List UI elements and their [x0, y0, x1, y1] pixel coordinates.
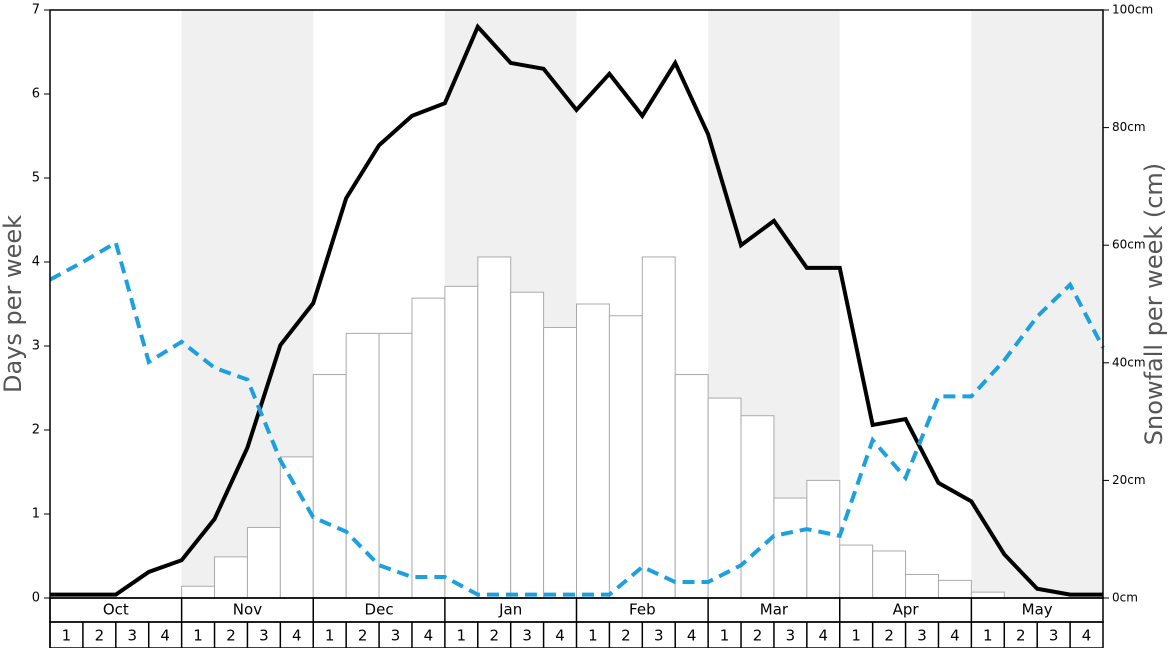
- y-tick-label: 3: [32, 339, 40, 354]
- month-label: Apr: [893, 601, 920, 619]
- week-label: 4: [687, 627, 697, 645]
- week-label: 1: [325, 627, 335, 645]
- week-label: 3: [917, 627, 927, 645]
- week-label: 3: [522, 627, 532, 645]
- week-label: 3: [654, 627, 664, 645]
- week-label: 1: [62, 627, 72, 645]
- y2-tick-label: 100cm: [1112, 3, 1153, 17]
- week-label: 1: [851, 627, 861, 645]
- bar: [543, 327, 577, 599]
- month-label: Dec: [365, 601, 394, 619]
- y-tick-label: 5: [32, 171, 40, 186]
- week-label: 1: [193, 627, 203, 645]
- bar: [576, 303, 610, 599]
- week-label: 4: [160, 627, 170, 645]
- bar: [872, 550, 907, 599]
- bar: [181, 585, 216, 599]
- line: [49, 239, 1105, 597]
- y-tick-label: 1: [32, 507, 40, 522]
- bar: [970, 591, 1005, 599]
- y-axis-label: Days per week: [0, 215, 27, 393]
- week-label: 4: [1082, 627, 1092, 645]
- week-label: 1: [457, 627, 467, 645]
- y2-tick-label: 20cm: [1112, 473, 1146, 487]
- month-label: Oct: [103, 601, 129, 619]
- y-tick-label: 4: [32, 255, 40, 270]
- bar: [411, 297, 446, 599]
- bar: [641, 256, 676, 599]
- week-label: 2: [1016, 627, 1026, 645]
- week-label: 4: [292, 627, 302, 645]
- week-label: 1: [588, 627, 598, 645]
- week-label: 1: [720, 627, 730, 645]
- month-label: Feb: [629, 601, 656, 619]
- week-label: 1: [983, 627, 993, 645]
- bar: [345, 332, 380, 599]
- bar: [707, 397, 742, 599]
- bar: [806, 479, 841, 599]
- week-label: 3: [786, 627, 796, 645]
- bar: [510, 291, 545, 599]
- y-tick-label: 6: [32, 87, 40, 102]
- week-label: 3: [1049, 627, 1059, 645]
- week-label: 3: [127, 627, 137, 645]
- week-label: 4: [424, 627, 434, 645]
- week-label: 2: [358, 627, 368, 645]
- week-label: 4: [555, 627, 565, 645]
- bar: [608, 315, 643, 599]
- bar: [937, 579, 972, 599]
- week-label: 2: [884, 627, 894, 645]
- bar: [279, 456, 314, 599]
- y2-tick-label: 60cm: [1112, 238, 1146, 252]
- y2-tick-label: 0cm: [1112, 591, 1138, 605]
- week-label: 2: [226, 627, 236, 645]
- week-label: 2: [489, 627, 499, 645]
- week-label: 2: [753, 627, 763, 645]
- week-label: 4: [819, 627, 829, 645]
- bar: [905, 573, 939, 599]
- y-tick-label: 0: [32, 591, 40, 606]
- y2-tick-label: 40cm: [1112, 355, 1146, 369]
- y-tick-label: 7: [32, 3, 40, 18]
- month-shading: [971, 10, 1103, 598]
- y-tick-label: 2: [32, 423, 40, 438]
- bar: [477, 256, 512, 599]
- month-label: May: [1022, 601, 1053, 619]
- bar: [214, 556, 248, 599]
- week-label: 3: [259, 627, 269, 645]
- bar: [378, 332, 413, 599]
- bar: [740, 415, 775, 599]
- bar: [773, 497, 808, 599]
- bar: [839, 544, 874, 599]
- bar: [444, 285, 479, 599]
- week-label: 3: [391, 627, 401, 645]
- month-label: Nov: [233, 601, 262, 619]
- month-label: Mar: [760, 601, 789, 619]
- bar: [312, 374, 347, 599]
- week-label: 2: [621, 627, 631, 645]
- week-label: 4: [950, 627, 960, 645]
- y2-tick-label: 80cm: [1112, 120, 1146, 134]
- month-label: Jan: [498, 601, 522, 619]
- line: [50, 23, 1103, 597]
- bar: [246, 526, 281, 599]
- y2-axis-label: Snowfall per week (cm): [1140, 163, 1168, 445]
- bar: [674, 374, 709, 599]
- week-label: 2: [95, 627, 105, 645]
